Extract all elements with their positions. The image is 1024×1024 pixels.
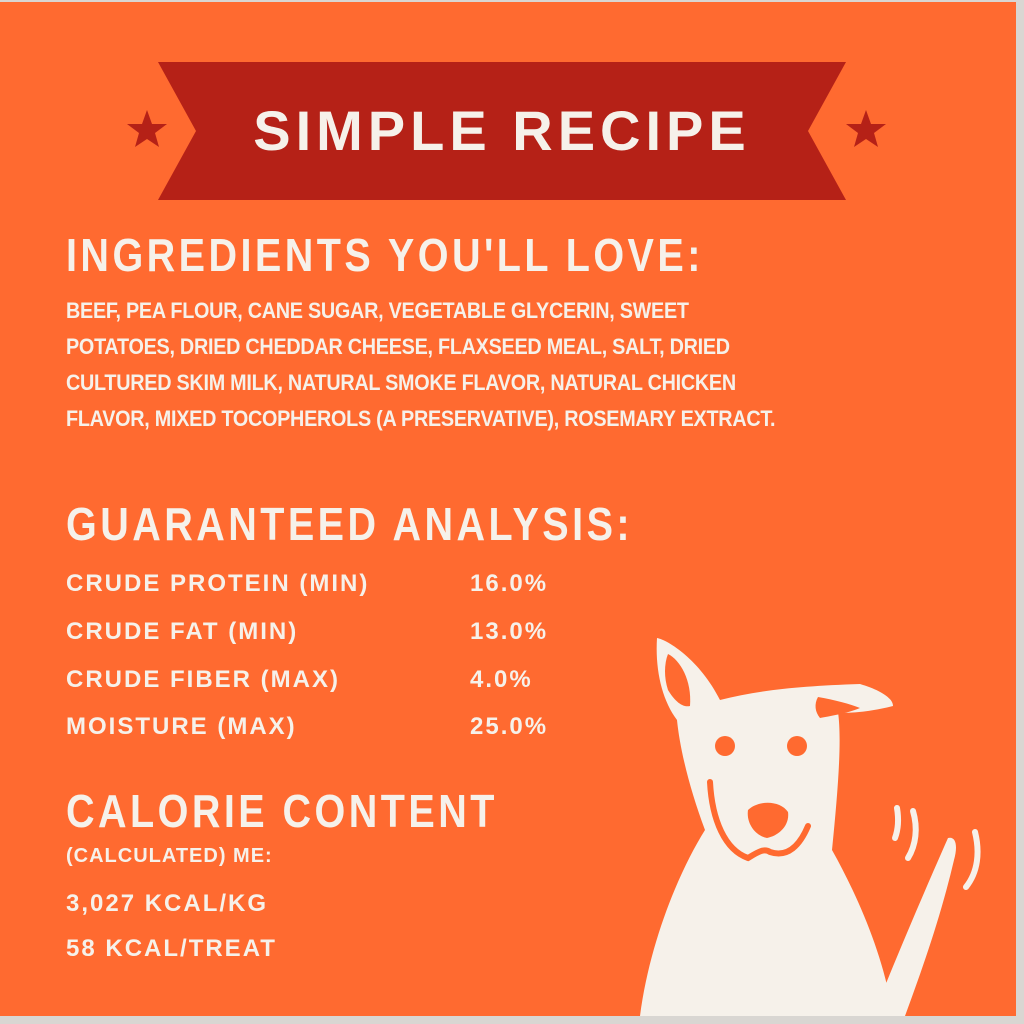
analysis-heading: GUARANTEED ANALYSIS:: [66, 498, 634, 550]
analysis-label: CRUDE FAT (MIN): [66, 618, 299, 645]
ingredients-line: CULTURED SKIM MILK, NATURAL SMOKE FLAVOR…: [66, 370, 736, 395]
dog-wagging-tail-icon: [640, 638, 981, 1016]
star-icon: [846, 110, 886, 147]
star-icon: [127, 110, 167, 147]
analysis-value: 16.0%: [470, 570, 549, 597]
banner-title: SIMPLE RECIPE: [253, 99, 751, 162]
calories-per-kg: 3,027 KCAL/KG: [66, 890, 269, 917]
analysis-label: MOISTURE (MAX): [66, 713, 297, 740]
calories-per-treat: 58 KCAL/TREAT: [66, 935, 277, 962]
ingredients-heading: INGREDIENTS YOU'LL LOVE:: [66, 229, 704, 281]
ingredients-line: POTATOES, DRIED CHEDDAR CHEESE, FLAXSEED…: [66, 334, 730, 359]
analysis-value: 13.0%: [470, 618, 549, 645]
ribbon-banner: [158, 62, 846, 200]
analysis-value: 25.0%: [470, 713, 549, 740]
analysis-label: CRUDE FIBER (MAX): [66, 666, 340, 693]
ingredients-line: BEEF, PEA FLOUR, CANE SUGAR, VEGETABLE G…: [66, 298, 689, 323]
calorie-subheading: (CALCULATED) ME:: [66, 845, 273, 867]
analysis-label: CRUDE PROTEIN (MIN): [66, 570, 370, 597]
analysis-value: 4.0%: [470, 666, 533, 693]
calorie-heading: CALORIE CONTENT: [66, 785, 498, 837]
ingredients-line: FLAVOR, MIXED TOCOPHEROLS (A PRESERVATIV…: [66, 406, 776, 431]
